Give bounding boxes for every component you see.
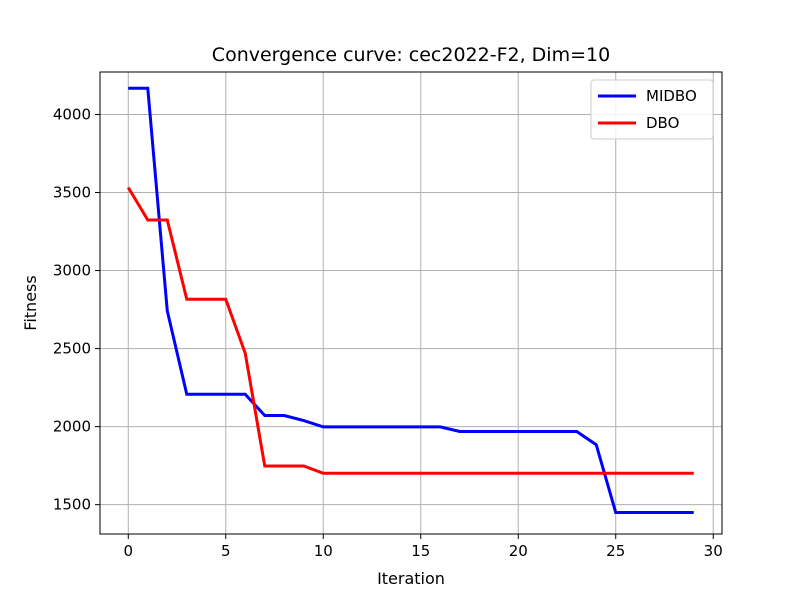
chart-title: Convergence curve: cec2022-F2, Dim=10 bbox=[212, 44, 610, 66]
series-layer bbox=[126, 86, 694, 514]
legend-label-dbo: DBO bbox=[646, 114, 679, 132]
series-line-midbo bbox=[128, 86, 694, 514]
y-axis-label: Fitness bbox=[21, 275, 40, 330]
x-tick-label: 15 bbox=[411, 542, 430, 560]
series-line-dbo bbox=[126, 186, 694, 475]
x-tick-label: 0 bbox=[123, 542, 133, 560]
y-tick-label: 1500 bbox=[53, 496, 91, 514]
axis-ticks: 0 5 10 15 20 25 30 1500 2000 2500 3000 3500 4000 bbox=[53, 105, 723, 560]
plot-frame bbox=[99, 71, 723, 535]
x-tick-label: 20 bbox=[509, 542, 528, 560]
x-tick-label: 30 bbox=[704, 542, 723, 560]
legend: MIDBO DBO bbox=[590, 79, 714, 140]
x-tick-label: 10 bbox=[314, 542, 333, 560]
y-tick-label: 3000 bbox=[53, 262, 91, 280]
y-tick-label: 4000 bbox=[53, 105, 91, 123]
x-tick-label: 25 bbox=[606, 542, 625, 560]
y-tick-label: 2500 bbox=[53, 340, 91, 358]
y-tick-label: 2000 bbox=[53, 418, 91, 436]
x-axis-label: Iteration bbox=[377, 569, 445, 588]
y-tick-label: 3500 bbox=[53, 183, 91, 201]
legend-label-midbo: MIDBO bbox=[646, 87, 697, 105]
x-tick-label: 5 bbox=[221, 542, 231, 560]
